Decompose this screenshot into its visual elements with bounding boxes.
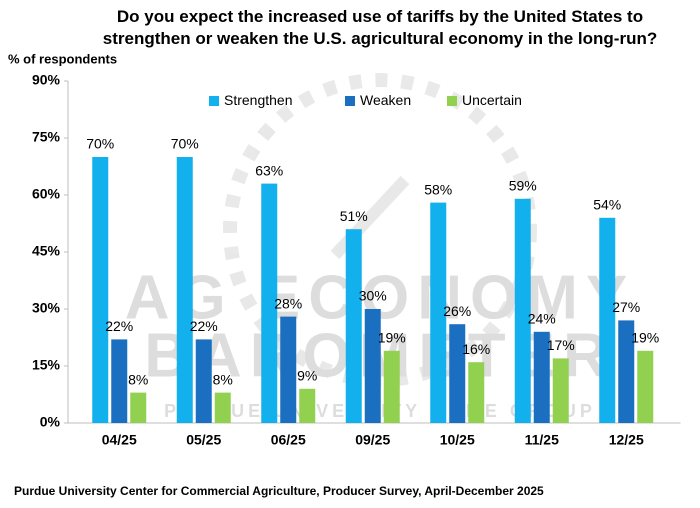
data-label: 24%	[528, 311, 556, 327]
data-label: 70%	[171, 136, 199, 152]
bar	[130, 392, 147, 423]
legend-swatch	[345, 96, 355, 106]
data-label: 22%	[105, 318, 133, 334]
data-label: 19%	[378, 330, 406, 346]
x-tick-label: 12/25	[609, 432, 644, 448]
bar	[299, 388, 316, 423]
y-tick-label: 15%	[32, 357, 61, 373]
y-tick-label: 0%	[40, 414, 61, 430]
bar	[176, 157, 193, 423]
x-tick-label: 04/25	[102, 432, 137, 448]
x-tick-label: 09/25	[355, 432, 390, 448]
data-label: 26%	[443, 303, 471, 319]
legend-label: Uncertain	[462, 92, 522, 108]
bar	[449, 324, 466, 423]
data-label: 28%	[274, 295, 302, 311]
data-label: 59%	[509, 178, 537, 194]
chart-title: Do you expect the increased use of tarif…	[102, 7, 658, 48]
y-tick-label: 90%	[32, 72, 61, 88]
bar	[514, 198, 531, 423]
source-note: Purdue University Center for Commercial …	[14, 484, 544, 498]
y-tick-label: 75%	[32, 129, 61, 145]
bar	[533, 331, 550, 423]
bar	[552, 358, 569, 423]
legend-swatch	[447, 96, 457, 106]
y-tick-label: 60%	[32, 186, 61, 202]
data-label: 27%	[612, 299, 640, 315]
bar	[280, 316, 297, 423]
bar	[111, 339, 128, 423]
y-tick-label: 45%	[32, 243, 61, 259]
x-tick-label: 10/25	[440, 432, 475, 448]
legend-label: Strengthen	[224, 92, 293, 108]
bar	[92, 157, 109, 423]
legend-swatch	[209, 96, 219, 106]
data-label: 19%	[631, 330, 659, 346]
data-label: 58%	[424, 181, 452, 197]
data-label: 63%	[255, 162, 283, 178]
bar	[468, 362, 485, 423]
y-axis-label: % of respondents	[8, 51, 117, 66]
bar	[195, 339, 212, 423]
data-label: 8%	[213, 371, 233, 387]
bar	[261, 183, 278, 423]
data-label: 51%	[340, 208, 368, 224]
x-tick-label: 11/25	[525, 432, 559, 448]
data-label: 30%	[359, 288, 387, 304]
data-label: 22%	[190, 318, 218, 334]
bar	[364, 309, 381, 423]
data-label: 16%	[462, 341, 490, 357]
bar	[214, 392, 231, 423]
bar	[345, 229, 362, 423]
bar	[383, 350, 400, 423]
data-label: 9%	[297, 368, 317, 384]
y-tick-label: 30%	[32, 300, 61, 316]
data-label: 8%	[128, 371, 148, 387]
bar	[430, 202, 447, 423]
x-tick-label: 05/25	[186, 432, 221, 448]
data-label: 70%	[86, 136, 114, 152]
bar	[618, 320, 635, 423]
bar	[637, 350, 654, 423]
legend-label: Weaken	[360, 92, 411, 108]
data-label: 54%	[593, 197, 621, 213]
data-label: 17%	[547, 337, 575, 353]
x-tick-label: 06/25	[271, 432, 306, 448]
bar	[599, 217, 616, 423]
